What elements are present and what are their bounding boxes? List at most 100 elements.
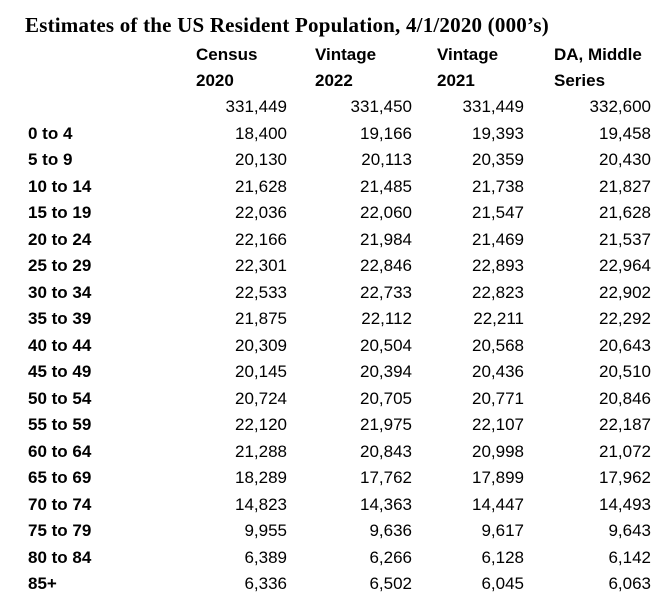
table-row: 0 to 4 18,400 19,166 19,393 19,458 — [0, 121, 653, 148]
cell-vintage-2021: 9,617 — [481, 521, 524, 541]
cell-vintage-2021: 21,738 — [472, 176, 524, 196]
table-row: 20 to 24 22,166 21,984 21,469 21,537 — [0, 227, 653, 254]
cell-vintage-2021: 20,436 — [472, 362, 524, 382]
cell-vintage-2021: 20,568 — [472, 335, 524, 355]
cell-da-middle-series: 20,510 — [599, 362, 651, 382]
cell-census-2020: 22,533 — [235, 282, 287, 302]
corner-cell — [0, 40, 162, 94]
cell-vintage-2022: 20,113 — [361, 150, 412, 170]
col-header-line: DA, Middle — [554, 45, 642, 64]
cell-vintage-2021: 14,447 — [472, 494, 524, 514]
cell-da-middle-series: 332,600 — [589, 97, 651, 117]
table-header: Census 2020 Vintage 2022 Vintage 2021 DA… — [0, 40, 653, 94]
cell-census-2020: 20,130 — [235, 150, 287, 170]
cell-vintage-2022: 22,112 — [361, 309, 412, 329]
cell-vintage-2022: 19,166 — [360, 123, 412, 143]
cell-da-middle-series: 22,187 — [599, 415, 651, 435]
cell-census-2020: 22,166 — [235, 229, 287, 249]
cell-da-middle-series: 21,537 — [599, 229, 651, 249]
age-group-label: 50 to 54 — [28, 388, 92, 408]
cell-vintage-2021: 20,359 — [472, 150, 524, 170]
table-row: 85+ 6,336 6,502 6,045 6,063 — [0, 571, 653, 598]
cell-vintage-2021: 19,393 — [472, 123, 524, 143]
table-row: 70 to 74 14,823 14,363 14,447 14,493 — [0, 492, 653, 519]
cell-census-2020: 18,400 — [235, 123, 287, 143]
cell-da-middle-series: 9,643 — [608, 521, 651, 541]
table-row: 60 to 64 21,288 20,843 20,998 21,072 — [0, 439, 653, 466]
cell-census-2020: 9,955 — [244, 521, 287, 541]
cell-census-2020: 14,823 — [235, 494, 287, 514]
age-group-label: 60 to 64 — [28, 441, 92, 461]
cell-vintage-2021: 22,893 — [472, 256, 524, 276]
cell-vintage-2022: 6,266 — [369, 547, 412, 567]
col-header-vintage-2021: Vintage 2021 — [414, 40, 526, 94]
cell-da-middle-series: 22,964 — [599, 256, 651, 276]
age-group-label: 45 to 49 — [28, 362, 92, 382]
table-row: 40 to 44 20,309 20,504 20,568 20,643 — [0, 333, 653, 360]
cell-da-middle-series: 19,458 — [599, 123, 651, 143]
table-row: 35 to 39 21,875 22,112 22,211 22,292 — [0, 306, 653, 333]
cell-census-2020: 22,036 — [235, 203, 287, 223]
col-header-line: 2020 — [196, 71, 234, 90]
cell-census-2020: 20,309 — [235, 335, 287, 355]
cell-vintage-2022: 331,450 — [350, 97, 412, 117]
cell-da-middle-series: 22,292 — [599, 309, 651, 329]
cell-da-middle-series: 20,430 — [599, 150, 651, 170]
age-group-label: 35 to 39 — [28, 309, 92, 329]
col-header-line: 2021 — [437, 71, 475, 90]
cell-vintage-2022: 14,363 — [360, 494, 412, 514]
cell-vintage-2022: 20,705 — [360, 388, 412, 408]
table-row: 5 to 9 20,130 20,113 20,359 20,430 — [0, 147, 653, 174]
cell-census-2020: 20,724 — [235, 388, 287, 408]
cell-da-middle-series: 20,846 — [599, 388, 651, 408]
cell-census-2020: 18,289 — [235, 468, 287, 488]
cell-da-middle-series: 21,072 — [599, 441, 651, 461]
table-row: 25 to 29 22,301 22,846 22,893 22,964 — [0, 253, 653, 280]
col-header-census-2020: Census 2020 — [162, 40, 289, 94]
cell-vintage-2021: 21,547 — [472, 203, 524, 223]
age-group-label: 10 to 14 — [28, 176, 92, 196]
col-header-line: Vintage — [315, 45, 377, 64]
age-group-label: 0 to 4 — [28, 123, 73, 143]
cell-vintage-2022: 22,733 — [360, 282, 412, 302]
cell-vintage-2022: 20,843 — [360, 441, 412, 461]
cell-vintage-2022: 21,485 — [360, 176, 412, 196]
age-group-label: 15 to 19 — [28, 203, 92, 223]
age-group-label: 20 to 24 — [28, 229, 92, 249]
cell-census-2020: 331,449 — [225, 97, 287, 117]
age-group-label: 40 to 44 — [28, 335, 92, 355]
cell-vintage-2021: 21,469 — [472, 229, 524, 249]
table-row: 10 to 14 21,628 21,485 21,738 21,827 — [0, 174, 653, 201]
cell-vintage-2021: 22,823 — [472, 282, 524, 302]
cell-vintage-2022: 20,394 — [360, 362, 412, 382]
col-header-line: Vintage — [437, 45, 499, 64]
cell-census-2020: 21,628 — [235, 176, 287, 196]
cell-vintage-2021: 22,107 — [472, 415, 524, 435]
table-row: 30 to 34 22,533 22,733 22,823 22,902 — [0, 280, 653, 307]
table-row: 331,449 331,450 331,449 332,600 — [0, 94, 653, 121]
cell-vintage-2021: 20,998 — [472, 441, 524, 461]
col-header-line: Census — [196, 45, 258, 64]
cell-census-2020: 22,301 — [235, 256, 287, 276]
age-group-label: 70 to 74 — [28, 494, 92, 514]
col-header-line: Series — [554, 71, 606, 90]
cell-da-middle-series: 21,827 — [599, 176, 651, 196]
table-row: 50 to 54 20,724 20,705 20,771 20,846 — [0, 386, 653, 413]
header-row: Census 2020 Vintage 2022 Vintage 2021 DA… — [0, 40, 653, 94]
cell-census-2020: 6,336 — [244, 574, 287, 594]
table-row: 55 to 59 22,120 21,975 22,107 22,187 — [0, 412, 653, 439]
cell-census-2020: 21,875 — [235, 309, 287, 329]
cell-da-middle-series: 6,142 — [608, 547, 651, 567]
col-header-da-middle-series: DA, Middle Series — [526, 40, 653, 94]
cell-census-2020: 21,288 — [235, 441, 287, 461]
cell-census-2020: 6,389 — [244, 547, 287, 567]
cell-census-2020: 20,145 — [235, 362, 287, 382]
cell-vintage-2022: 22,846 — [360, 256, 412, 276]
age-group-label: 75 to 79 — [28, 521, 92, 541]
age-group-label: 5 to 9 — [28, 150, 73, 170]
cell-vintage-2022: 21,984 — [360, 229, 412, 249]
cell-da-middle-series: 22,902 — [599, 282, 651, 302]
cell-vintage-2022: 17,762 — [360, 468, 412, 488]
age-group-label: 65 to 69 — [28, 468, 92, 488]
age-group-label — [0, 94, 162, 121]
